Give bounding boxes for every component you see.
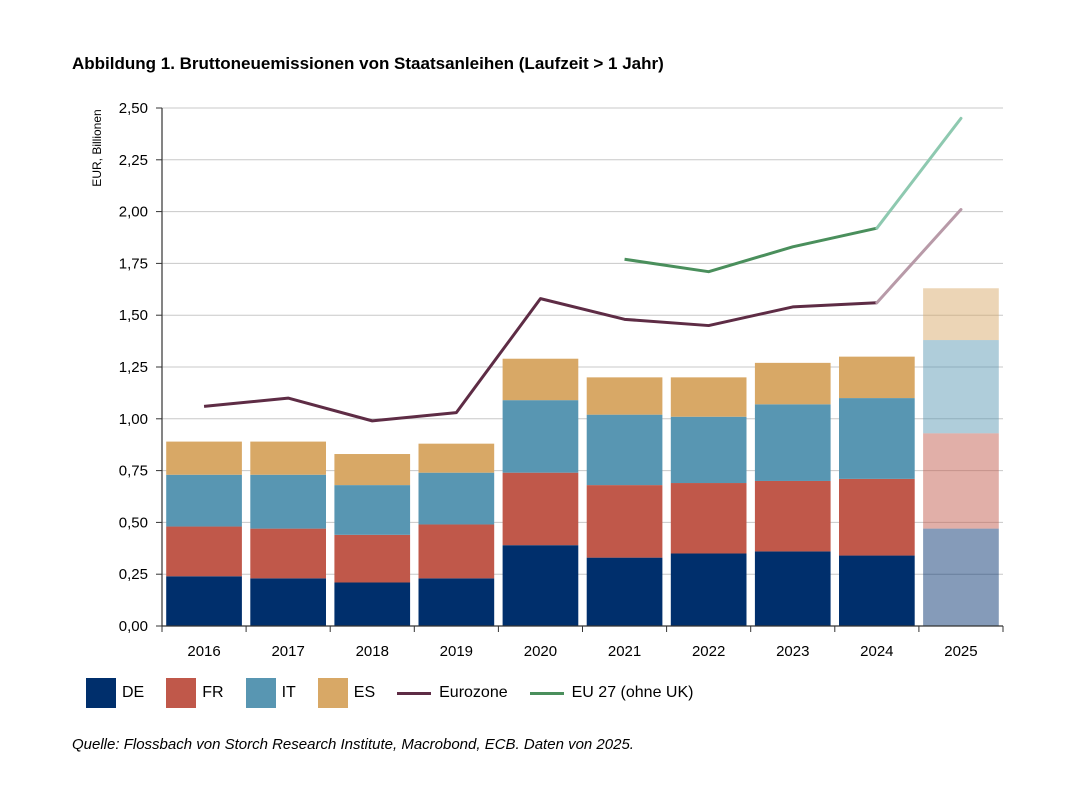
y-tick-label: 1,00: [119, 411, 148, 428]
x-tick-label: 2018: [356, 643, 389, 660]
bar-fr-2017: [250, 528, 326, 579]
bar-fr-2016: [166, 526, 242, 577]
bar-fr-2023: [754, 480, 831, 552]
x-tick-label: 2019: [440, 643, 473, 660]
bars: [166, 288, 999, 626]
bar-de-2022: [670, 553, 747, 626]
bar-de-2017: [250, 578, 326, 626]
legend-line-eurozone: [397, 691, 432, 695]
y-axis-label: EUR, Billionen: [90, 109, 104, 186]
legend-item-es: ES: [317, 678, 376, 708]
bar-fr-2021: [586, 485, 663, 558]
y-tick-label: 2,50: [119, 100, 148, 117]
legend-label-de: DE: [122, 684, 145, 701]
bar-de-2018: [334, 582, 411, 626]
legend-swatch-it: [245, 678, 276, 708]
bar-it-2020: [502, 400, 579, 473]
bar-es-2019: [418, 443, 495, 473]
legend-item-eurozone: Eurozone: [397, 684, 508, 702]
bar-it-2025: [923, 340, 999, 434]
bar-es-2022: [670, 377, 747, 417]
x-tick-label: 2023: [776, 643, 809, 660]
y-tick-label: 0,75: [119, 463, 148, 480]
line-eu-27-ohne-uk-: [624, 226, 878, 274]
legend-item-de: DE: [86, 678, 144, 708]
bar-de-2020: [502, 545, 579, 626]
axes: 0,00 0,25 0,50 0,75 1,00 1,25 1,50 1,75 2,00 2,25…: [119, 100, 1004, 660]
series-lines: [203, 116, 963, 423]
bar-it-2019: [418, 472, 495, 525]
x-tick-label: 2017: [271, 643, 304, 660]
bar-fr-2025: [923, 433, 999, 529]
y-tick-label: 2,25: [119, 152, 148, 169]
line-eurozone: [203, 297, 877, 423]
bar-fr-2018: [334, 534, 411, 583]
bar-es-2018: [334, 454, 411, 486]
legend-swatch-es: [317, 678, 348, 708]
legend-label-it: IT: [281, 684, 296, 701]
legend-line-eu27: [529, 691, 564, 695]
x-tick-label: 2020: [524, 643, 557, 660]
x-tick-label: 2024: [860, 643, 893, 660]
bar-it-2024: [839, 398, 915, 479]
bar-es-2023: [754, 362, 831, 405]
legend-item-eu27: EU 27 (ohne UK): [529, 684, 694, 702]
legend-label-fr: FR: [202, 684, 224, 701]
y-tick-label: 1,50: [119, 307, 148, 324]
bar-fr-2024: [839, 478, 915, 556]
bar-it-2022: [670, 416, 747, 484]
y-tick-label: 1,25: [119, 359, 148, 376]
x-tick-label: 2022: [692, 643, 725, 660]
bar-it-2018: [334, 485, 411, 535]
bar-es-2024: [839, 356, 915, 399]
bar-de-2025: [923, 528, 999, 626]
line-projection-eurozone: [875, 208, 963, 305]
y-tick-label: 1,75: [119, 255, 148, 272]
bar-de-2021: [586, 557, 663, 626]
bar-it-2017: [250, 474, 326, 529]
legend-item-it: IT: [245, 678, 296, 708]
bar-de-2024: [839, 555, 915, 626]
y-tick-label: 0,25: [119, 566, 148, 583]
bar-fr-2020: [502, 472, 579, 546]
bar-es-2020: [502, 358, 579, 401]
y-tick-label: 0,00: [119, 618, 148, 635]
legend-swatch-fr: [166, 678, 197, 708]
bar-de-2019: [418, 578, 495, 626]
bar-es-2016: [166, 441, 242, 475]
bar-it-2016: [166, 474, 242, 527]
bar-it-2021: [586, 414, 663, 486]
chart-title: Abbildung 1. Bruttoneuemissionen von Sta…: [72, 54, 664, 73]
legend-label-eurozone: Eurozone: [439, 684, 508, 701]
bar-de-2016: [166, 576, 242, 626]
legend: DE FR IT ES Eurozone EU 27 (ohne UK): [86, 678, 705, 708]
bar-de-2023: [754, 551, 831, 626]
x-tick-label: 2016: [187, 643, 220, 660]
x-tick-label: 2025: [944, 643, 977, 660]
x-tick-label: 2021: [608, 643, 641, 660]
bar-fr-2019: [418, 524, 495, 579]
y-tick-label: 0,50: [119, 514, 148, 531]
legend-label-es: ES: [353, 684, 376, 701]
legend-swatch-de: [86, 678, 116, 708]
bar-es-2025: [923, 288, 999, 341]
source-note: Quelle: Flossbach von Storch Research In…: [72, 736, 634, 753]
y-tick-label: 2,00: [119, 204, 148, 221]
bar-it-2023: [754, 404, 831, 481]
bar-es-2021: [586, 377, 663, 415]
legend-item-fr: FR: [166, 678, 224, 708]
line-projection-eu-27-ohne-uk-: [875, 116, 963, 230]
bar-es-2017: [250, 441, 326, 475]
legend-label-eu27: EU 27 (ohne UK): [571, 684, 694, 701]
bar-fr-2022: [670, 483, 747, 554]
